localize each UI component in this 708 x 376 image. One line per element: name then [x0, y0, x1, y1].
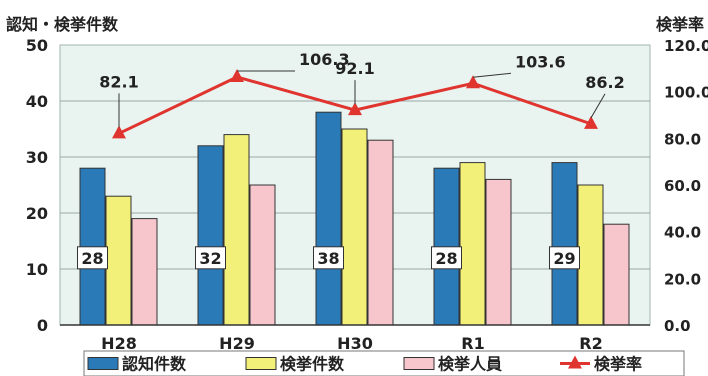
left-tick-label: 0: [37, 316, 48, 335]
bar-value-label: 32: [199, 249, 221, 268]
bar-value-label: 28: [81, 249, 103, 268]
right-tick-label: 120.0: [664, 37, 708, 55]
bar-value-label: 29: [553, 249, 575, 268]
legend-label-4: 検挙率: [594, 355, 642, 374]
right-axis-title: 検挙率: [656, 15, 704, 34]
category-label: H30: [337, 334, 373, 353]
bar-value-box: [549, 246, 580, 270]
category-label: R1: [461, 334, 484, 353]
rate-value-label: 103.6: [515, 52, 566, 71]
left-tick-label: 30: [26, 148, 48, 167]
bar-1: [551, 162, 578, 326]
category-label: R2: [579, 334, 602, 353]
category-label: H29: [219, 334, 255, 353]
rate-leader-line: [472, 72, 512, 78]
legend-label-2: 検挙件数: [280, 355, 345, 374]
legend-marker: [568, 355, 582, 369]
right-tick-label: 40.0: [664, 224, 701, 242]
bar-3: [131, 218, 158, 326]
bar-value-box: [195, 246, 226, 270]
bar-3: [485, 178, 512, 326]
left-tick-label: 40: [26, 92, 48, 111]
left-axis-title: 認知・検挙件数: [6, 15, 119, 34]
rate-value-label: 82.1: [99, 72, 138, 91]
bar-value-box: [313, 246, 344, 270]
legend: 認知件数 検挙件数 検挙人員 検挙率: [83, 350, 685, 376]
bar-value-labels: 28 32 38 28 29: [77, 246, 580, 270]
bar-2: [577, 184, 604, 326]
rate-value-label: 92.1: [335, 59, 374, 78]
left-tick-label: 20: [26, 204, 48, 223]
rate-line-group: 82.1 106.392.1 103.6 86.2: [99, 50, 625, 139]
bar-3: [367, 139, 394, 326]
rate-marker: [584, 115, 598, 129]
right-tick-label: 80.0: [664, 130, 701, 148]
bar-3: [249, 184, 276, 326]
right-tick-label: 20.0: [664, 270, 701, 288]
bar-2: [223, 134, 250, 326]
bar-3: [603, 223, 630, 326]
bar-2: [341, 128, 368, 326]
right-tick-label: 100.0: [664, 84, 708, 102]
bar-2: [459, 162, 486, 326]
rate-marker: [466, 75, 480, 89]
legend-label-1: 認知件数: [122, 355, 187, 374]
right-tick-label: 0.0: [664, 317, 691, 335]
rate-value-label: 106.3: [299, 50, 350, 69]
rate-marker: [348, 102, 362, 116]
bar-2: [105, 195, 132, 326]
rate-marker: [230, 68, 244, 82]
bar-value-box: [77, 246, 108, 270]
right-tick-label: 60.0: [664, 177, 701, 195]
axes: 0 10 20 30 40 50 0.0 20.0 40.0 60.0 80.0 100.0 120.0…: [26, 36, 708, 353]
category-label: H28: [101, 334, 137, 353]
legend-swatch-3: [403, 357, 435, 370]
bar-value-label: 28: [435, 249, 457, 268]
bar-1: [197, 145, 224, 326]
legend-swatch-2: [245, 357, 277, 370]
legend-label-3: 検挙人員: [438, 355, 502, 374]
legend-swatch-1: [87, 357, 119, 370]
bar-value-box: [431, 246, 462, 270]
left-tick-label: 10: [26, 260, 48, 279]
rate-value-label: 86.2: [585, 73, 624, 92]
rate-leader-line: [590, 93, 606, 119]
rate-marker: [112, 125, 126, 139]
left-tick-label: 50: [26, 36, 48, 55]
bar-value-label: 38: [317, 249, 339, 268]
bar-1: [315, 111, 342, 326]
